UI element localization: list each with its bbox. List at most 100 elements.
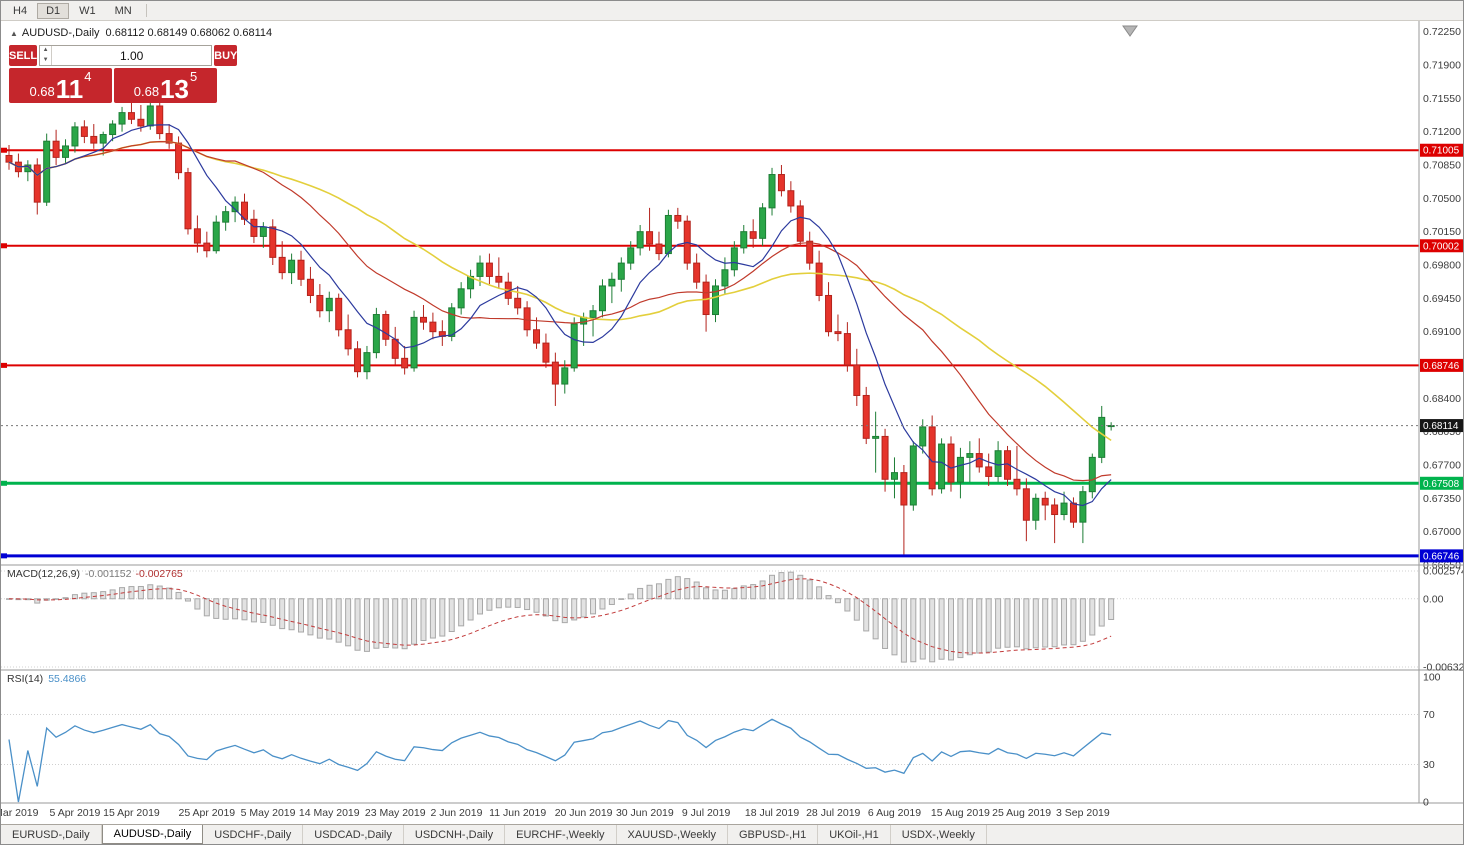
timeframe-mn-button[interactable]: MN [114,4,132,17]
svg-text:0.69450: 0.69450 [1423,293,1461,305]
svg-text:0.68746: 0.68746 [1423,361,1460,372]
rsi-pane: 100 70 30 0 [1,672,1441,809]
svg-text:25 Apr 2019: 25 Apr 2019 [178,807,235,819]
level-lines[interactable] [1,147,1419,559]
svg-text:27 Mar 2019: 27 Mar 2019 [1,807,39,819]
timeframe-w1-button[interactable]: W1 [79,4,96,17]
volume-increase-button[interactable]: ▲ [42,47,49,53]
svg-text:0.70500: 0.70500 [1423,193,1461,205]
svg-text:30 Jun 2019: 30 Jun 2019 [616,807,674,819]
ma-lines [8,124,1112,507]
svg-text:0.68400: 0.68400 [1423,393,1461,405]
svg-text:0.71900: 0.71900 [1423,60,1461,72]
macd-indicator-label: MACD(12,26,9) -0.001152 -0.002765 [7,568,183,580]
svg-text:15 Aug 2019: 15 Aug 2019 [931,807,990,819]
tab-usdchf-daily[interactable]: USDCHF-,Daily [203,825,304,844]
svg-text:0.71005: 0.71005 [1423,146,1460,157]
svg-text:23 May 2019: 23 May 2019 [365,807,426,819]
tab-eurusd-daily[interactable]: EURUSD-,Daily [1,825,102,844]
svg-text:3 Sep 2019: 3 Sep 2019 [1056,807,1110,819]
svg-text:0.67508: 0.67508 [1423,479,1460,490]
svg-text:25 Aug 2019: 25 Aug 2019 [992,807,1051,819]
ohlc-quote: 0.68112 0.68149 0.68062 0.68114 [105,27,273,39]
svg-text:0.70002: 0.70002 [1423,241,1460,252]
tab-usdx-weekly[interactable]: USDX-,Weekly [891,825,987,844]
buy-price-prefix: 0.68 [133,84,160,99]
svg-text:0.002574: 0.002574 [1423,566,1463,578]
svg-text:0.69800: 0.69800 [1423,260,1461,272]
svg-text:18 Jul 2019: 18 Jul 2019 [745,807,799,819]
tab-gbpusd-h1[interactable]: GBPUSD-,H1 [728,825,819,844]
sell-price-button[interactable]: 0.68 11 4 [9,68,112,103]
svg-text:0.00: 0.00 [1423,593,1444,605]
sell-price-main: 11 [55,73,84,104]
chart-header: ▲ AUDUSD-,Daily 0.68112 0.68149 0.68062 0.… [10,27,272,39]
buy-button[interactable]: BUY [214,45,238,66]
svg-text:2 Jun 2019: 2 Jun 2019 [430,807,482,819]
toolbar-separator [145,4,147,17]
tab-ukoil-h1[interactable]: UKOil-,H1 [818,825,891,844]
svg-text:0.67700: 0.67700 [1423,460,1461,472]
axis-badges: 0.71005 0.70002 0.68746 0.67508 0.66746 0.681… [1420,143,1463,563]
svg-text:20 Jun 2019: 20 Jun 2019 [555,807,613,819]
rsi-name: RSI(14) [7,673,44,685]
tab-eurchf-weekly[interactable]: EURCHF-,Weekly [505,825,617,844]
candles-layer [5,98,1115,555]
sell-price-prefix: 0.68 [29,84,55,99]
volume-input[interactable] [52,46,212,65]
macd-name: MACD(12,26,9) [7,568,80,580]
buy-price-pip: 5 [190,69,198,84]
svg-text:14 May 2019: 14 May 2019 [299,807,360,819]
svg-text:28 Jul 2019: 28 Jul 2019 [806,807,860,819]
svg-text:0.67350: 0.67350 [1423,493,1461,505]
chart-area[interactable]: 0.72250 0.71900 0.71550 0.71200 0.70850 0.705… [1,21,1463,826]
chart-shift-marker[interactable] [1122,25,1138,37]
buy-price-main: 13 [160,73,189,104]
timeframe-h4-button[interactable]: H4 [13,4,28,17]
svg-text:0.72250: 0.72250 [1423,26,1461,38]
svg-text:0.69100: 0.69100 [1423,326,1461,338]
svg-text:5 May 2019: 5 May 2019 [241,807,296,819]
svg-text:0.71200: 0.71200 [1423,126,1461,138]
svg-text:0.70150: 0.70150 [1423,226,1461,238]
timeframe-d1-button[interactable]: D1 [37,2,70,19]
pane-separators[interactable] [1,21,1463,804]
macd-main-value: -0.001152 [84,568,132,580]
svg-text:11 Jun 2019: 11 Jun 2019 [489,807,546,819]
tab-audusd-daily[interactable]: AUDUSD-,Daily [101,825,204,844]
buy-price-button[interactable]: 0.68 13 5 [114,68,217,103]
sell-button[interactable]: SELL [9,45,38,66]
chart-tab-bar: EURUSD-,Daily AUDUSD-,Daily USDCHF-,Dail… [1,824,1463,844]
svg-text:0.71550: 0.71550 [1423,93,1461,105]
svg-text:0.66746: 0.66746 [1423,551,1460,562]
one-click-toggle-icon[interactable]: ▲ [10,29,18,38]
svg-text:9 Jul 2019: 9 Jul 2019 [682,807,731,819]
timeframe-toolbar: H4 D1 W1 MN [1,1,1463,21]
svg-text:70: 70 [1423,709,1435,721]
price-chart-canvas[interactable]: 0.72250 0.71900 0.71550 0.71200 0.70850 0.705… [1,21,1463,826]
rsi-value: 55.4866 [48,673,87,685]
symbol-title: AUDUSD-,Daily [21,27,100,39]
tab-usdcad-daily[interactable]: USDCAD-,Daily [303,825,404,844]
svg-text:5 Apr 2019: 5 Apr 2019 [50,807,101,819]
tab-usdcnh-daily[interactable]: USDCNH-,Daily [404,825,506,844]
volume-field: ▲ ▼ [39,45,213,66]
svg-text:6 Aug 2019: 6 Aug 2019 [868,807,921,819]
svg-text:-0.006326: -0.006326 [1423,662,1463,674]
svg-text:15 Apr 2019: 15 Apr 2019 [103,807,160,819]
svg-text:0: 0 [1423,797,1429,809]
macd-signal-value: -0.002765 [135,568,183,580]
macd-pane: 0.002574 0.00 -0.006326 [1,566,1463,674]
price-axis[interactable]: 0.72250 0.71900 0.71550 0.71200 0.70850 0.705… [1423,26,1461,571]
svg-text:0.67000: 0.67000 [1423,526,1461,538]
tab-xauusd-weekly[interactable]: XAUUSD-,Weekly [617,825,728,844]
svg-text:0.70850: 0.70850 [1423,160,1461,172]
svg-text:30: 30 [1423,759,1435,771]
volume-decrease-button[interactable]: ▼ [42,56,49,63]
rsi-indicator-label: RSI(14) 55.4866 [7,673,86,685]
sell-price-pip: 4 [84,69,92,84]
svg-text:100: 100 [1423,672,1441,684]
